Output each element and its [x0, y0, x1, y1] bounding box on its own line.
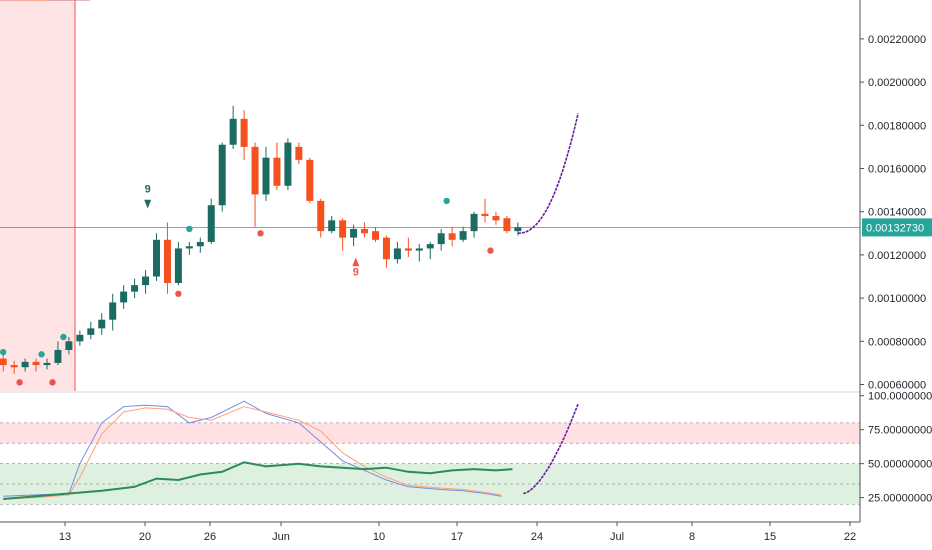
price-tick-label: 0.00200000 — [868, 77, 926, 89]
time-tick-label: 20 — [139, 531, 151, 543]
candle-body — [120, 291, 128, 303]
price-axis — [860, 0, 932, 550]
candle-body — [382, 237, 390, 260]
current-price-label: 0.00132730 — [866, 222, 924, 234]
candle-body — [21, 361, 29, 368]
candle-body — [372, 231, 379, 240]
candle-body — [306, 159, 314, 201]
oscillator-projection-curve — [523, 403, 579, 495]
candle-body — [43, 362, 51, 366]
candle-body — [317, 200, 325, 232]
candle-body — [54, 349, 62, 363]
time-tick-label: 15 — [764, 531, 776, 543]
candle-body — [32, 361, 40, 366]
price-tick-label: 0.00220000 — [868, 34, 926, 46]
time-tick-label: Jul — [610, 531, 624, 543]
candle-body — [273, 157, 281, 186]
signal-dot — [38, 351, 45, 358]
candle-body — [503, 218, 511, 232]
candle-body — [218, 144, 226, 206]
candle-body — [339, 220, 347, 238]
td-count-9-up: 9 — [145, 183, 151, 195]
candle-body — [185, 246, 193, 249]
candle-body — [153, 239, 160, 277]
signal-dot — [186, 225, 193, 233]
price-tick-label: 0.00080000 — [868, 336, 926, 348]
signal-dot — [0, 348, 7, 356]
signal-dot — [16, 379, 23, 386]
candle-body — [76, 334, 84, 342]
signal-dot — [175, 290, 182, 297]
rsi-line — [3, 461, 513, 500]
candle-body — [404, 248, 412, 251]
candle-body — [470, 213, 478, 232]
candle-body — [448, 233, 456, 240]
time-tick-label: 13 — [59, 531, 71, 543]
stochastic-d-line — [3, 406, 502, 500]
candle-body — [437, 233, 445, 245]
candle-body — [251, 146, 259, 195]
candle-body — [328, 220, 336, 232]
candle-body — [98, 319, 106, 329]
price-tick-label: 0.00180000 — [868, 120, 926, 132]
candle-body — [492, 216, 500, 221]
price-tick-label: 0.00120000 — [868, 250, 926, 262]
oscillator-tick-label: 75.00000000 — [868, 425, 932, 437]
time-tick-label: Jun — [272, 531, 290, 543]
time-tick-label: 24 — [531, 531, 543, 543]
current-price-badge — [862, 218, 932, 237]
candle-body — [0, 358, 7, 366]
candle-body — [284, 142, 292, 186]
candle-body — [196, 241, 204, 247]
signal-dot — [49, 379, 56, 386]
candle-body — [163, 239, 171, 283]
time-tick-label: 17 — [451, 531, 463, 543]
stochastic-k-line — [3, 400, 502, 497]
time-tick-label: 10 — [373, 531, 385, 543]
candle-body — [10, 365, 18, 368]
time-tick-label: 8 — [689, 531, 695, 543]
candle-body — [393, 248, 401, 260]
candle-body — [350, 228, 358, 238]
candle-body — [65, 341, 73, 350]
td-arrow-up — [352, 257, 360, 267]
price-tick-label: 0.00140000 — [868, 207, 926, 219]
signal-dot — [60, 333, 67, 341]
signal-dot — [443, 197, 450, 205]
candle-body — [426, 244, 434, 249]
candle-body — [361, 228, 369, 234]
candle-body — [262, 157, 270, 195]
oscillator-tick-label: 25.00000000 — [868, 493, 932, 505]
price-tick-label: 0.00160000 — [868, 163, 926, 175]
highlight-zone — [0, 0, 75, 391]
signal-dot — [487, 247, 494, 254]
price-tick-label: 0.00100000 — [868, 293, 926, 305]
signal-dot — [257, 230, 264, 237]
candle-body — [87, 328, 95, 335]
candle-body — [131, 285, 139, 292]
candle-body — [415, 248, 423, 251]
price-tick-label: 0.00060000 — [868, 380, 926, 392]
oscillator-tick-label: 100.00000000 — [868, 391, 932, 403]
candle-body — [142, 276, 150, 286]
td-count-9-down: 9 — [353, 266, 359, 278]
candle-body — [207, 205, 215, 242]
candle-body — [459, 231, 467, 240]
time-tick-label: 22 — [844, 531, 856, 543]
candle-body — [229, 118, 237, 145]
candle-body — [174, 248, 182, 283]
oscillator-tick-label: 50.00000000 — [868, 459, 932, 471]
candle-body — [514, 227, 522, 232]
oscillator-zone-red — [0, 422, 860, 444]
td-arrow-down — [144, 199, 152, 209]
candle-body — [295, 146, 303, 160]
candle-body — [481, 213, 489, 217]
time-tick-label: 26 — [204, 531, 216, 543]
projection-curve — [517, 113, 579, 235]
candle-body — [109, 302, 117, 320]
candle-body — [240, 118, 248, 147]
